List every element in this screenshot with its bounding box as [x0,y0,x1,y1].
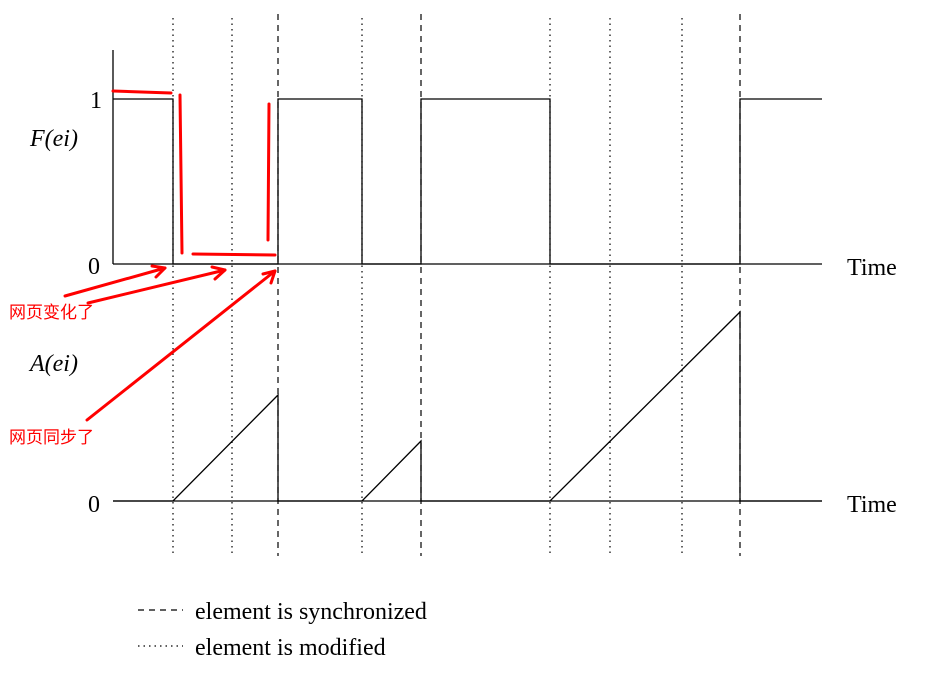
freshness-tick-zero: 0 [88,254,100,280]
arrow-shaft [63,266,167,298]
arrow-shaft [86,268,227,305]
freshness-tick-one: 1 [90,88,102,114]
freshness-curve [113,98,822,265]
age-tick-zero: 0 [88,492,100,518]
annotation-marks [111,89,277,257]
arrowhead [261,269,277,285]
arrow-shaft [85,269,277,422]
freshness-axis-label: F(ei) [29,126,78,152]
legend: element is synchronized element is modif… [138,599,427,661]
annotation-stroke [178,93,184,255]
legend-sync-label: element is synchronized [195,599,427,625]
arrowhead [210,265,227,281]
annotation-stroke [266,102,271,242]
age-curve [113,310,822,502]
annotation-stroke [191,252,277,257]
age-plot [113,310,822,502]
page-synced-annotation: 网页同步了 [9,428,94,448]
page-changed-annotation: 网页变化了 [9,303,94,323]
age-axis-label: A(ei) [28,351,78,377]
annotation-stroke [111,89,173,95]
arrowhead [150,264,167,279]
age-time-label: Time [847,492,897,518]
freshness-time-label: Time [847,255,897,281]
annotation-arrows [63,264,277,422]
legend-modified-label: element is modified [195,635,386,661]
freshness-plot [112,50,822,265]
